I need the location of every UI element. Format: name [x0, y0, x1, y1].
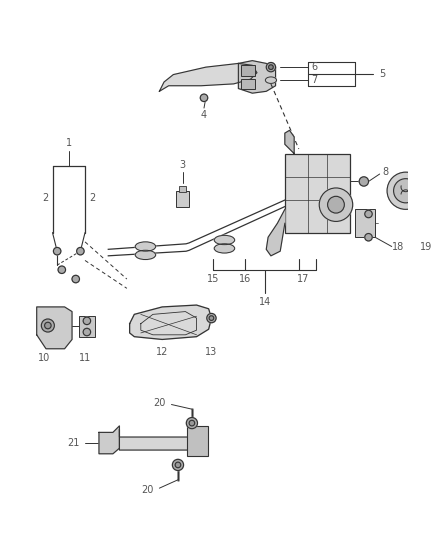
- Circle shape: [189, 421, 195, 426]
- Polygon shape: [159, 63, 257, 91]
- Circle shape: [266, 62, 276, 72]
- Ellipse shape: [135, 242, 155, 251]
- Text: 19: 19: [420, 241, 432, 252]
- Circle shape: [328, 196, 344, 213]
- Polygon shape: [130, 305, 212, 340]
- Text: 17: 17: [297, 274, 310, 284]
- Polygon shape: [120, 430, 201, 450]
- Circle shape: [268, 65, 273, 69]
- Circle shape: [365, 233, 372, 241]
- Text: 4: 4: [201, 110, 207, 119]
- Text: 2: 2: [42, 193, 48, 203]
- Polygon shape: [266, 209, 285, 256]
- Text: 16: 16: [239, 274, 251, 284]
- Ellipse shape: [214, 244, 235, 253]
- Text: 21: 21: [67, 438, 79, 448]
- Text: 11: 11: [79, 353, 91, 363]
- Circle shape: [83, 317, 91, 325]
- Circle shape: [394, 179, 418, 203]
- FancyBboxPatch shape: [241, 65, 255, 76]
- Circle shape: [387, 172, 424, 209]
- Polygon shape: [37, 307, 72, 349]
- Text: 1: 1: [66, 139, 72, 148]
- Polygon shape: [285, 131, 294, 154]
- Text: 3: 3: [180, 160, 186, 169]
- Circle shape: [175, 462, 181, 468]
- Circle shape: [45, 322, 51, 329]
- Circle shape: [58, 266, 66, 273]
- Circle shape: [319, 188, 353, 221]
- Circle shape: [53, 247, 61, 255]
- Polygon shape: [99, 426, 120, 454]
- FancyBboxPatch shape: [241, 79, 255, 88]
- FancyBboxPatch shape: [78, 316, 95, 337]
- Circle shape: [359, 177, 368, 186]
- Text: 20: 20: [153, 398, 166, 408]
- Circle shape: [83, 328, 91, 336]
- Text: 10: 10: [38, 353, 50, 363]
- Circle shape: [173, 459, 184, 471]
- FancyBboxPatch shape: [176, 191, 189, 207]
- Circle shape: [41, 319, 54, 332]
- Ellipse shape: [265, 77, 276, 83]
- Text: 18: 18: [392, 241, 404, 252]
- Text: 13: 13: [205, 346, 218, 357]
- Circle shape: [186, 417, 198, 429]
- FancyBboxPatch shape: [354, 209, 375, 237]
- Text: 20: 20: [141, 485, 153, 495]
- Text: 7: 7: [311, 75, 318, 85]
- Circle shape: [207, 313, 216, 322]
- Text: 14: 14: [259, 297, 272, 308]
- Circle shape: [209, 316, 214, 320]
- Circle shape: [200, 94, 208, 101]
- FancyBboxPatch shape: [179, 186, 186, 192]
- Text: 9: 9: [437, 186, 438, 196]
- Circle shape: [77, 247, 84, 255]
- Circle shape: [72, 276, 79, 283]
- Text: 15: 15: [207, 274, 219, 284]
- Text: 2: 2: [89, 193, 95, 203]
- FancyBboxPatch shape: [285, 154, 350, 232]
- Ellipse shape: [135, 250, 155, 260]
- Text: 5: 5: [379, 69, 385, 79]
- Ellipse shape: [214, 236, 235, 245]
- Polygon shape: [238, 61, 276, 93]
- Text: 12: 12: [156, 346, 168, 357]
- FancyBboxPatch shape: [187, 426, 208, 456]
- Circle shape: [365, 211, 372, 217]
- Text: 6: 6: [311, 62, 318, 72]
- Text: 8: 8: [382, 167, 389, 177]
